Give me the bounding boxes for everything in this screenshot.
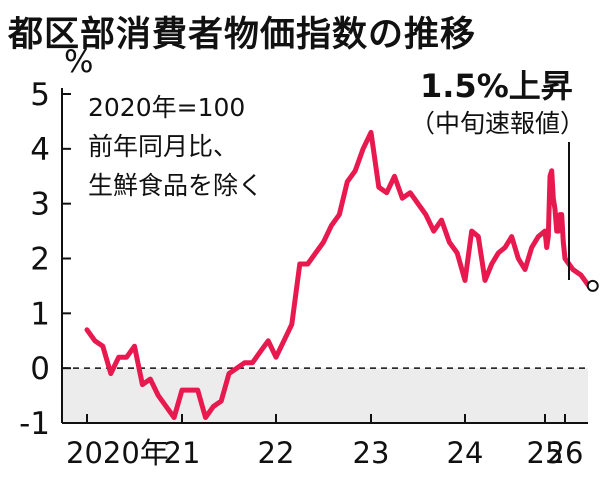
y-tick-label: 0 [30, 351, 50, 387]
x-tick-label: 22 [258, 436, 295, 470]
unit-label: % [64, 44, 93, 80]
annotation-main: 1.5%上昇 [420, 67, 573, 105]
x-tick-label: 2020年 [66, 436, 169, 470]
note-line-2: 前年同月比、 [88, 132, 238, 161]
note-line-1: 2020年=100 [88, 93, 245, 122]
note-line-3: 生鮮食品を除く [88, 171, 263, 200]
x-tick-label: 23 [353, 436, 390, 470]
x-tick-label: 21 [164, 436, 201, 470]
page-title: 都区部消費者物価指数の推移 [8, 15, 477, 55]
y-tick-label: 5 [30, 77, 50, 113]
cpi-line [84, 129, 592, 420]
y-tick-label: 2 [30, 242, 50, 278]
x-tick-label: 24 [447, 436, 484, 470]
latest-point-marker [586, 279, 599, 292]
y-tick-label: -1 [19, 406, 50, 442]
y-tick-label: 4 [30, 132, 50, 168]
annotation-sub: （中旬速報値） [410, 109, 585, 138]
x-tick-label: 26 [547, 436, 584, 470]
y-tick-label: 3 [30, 187, 50, 223]
y-tick-label: 1 [30, 296, 50, 332]
x-tick-label: 25 [527, 436, 564, 470]
